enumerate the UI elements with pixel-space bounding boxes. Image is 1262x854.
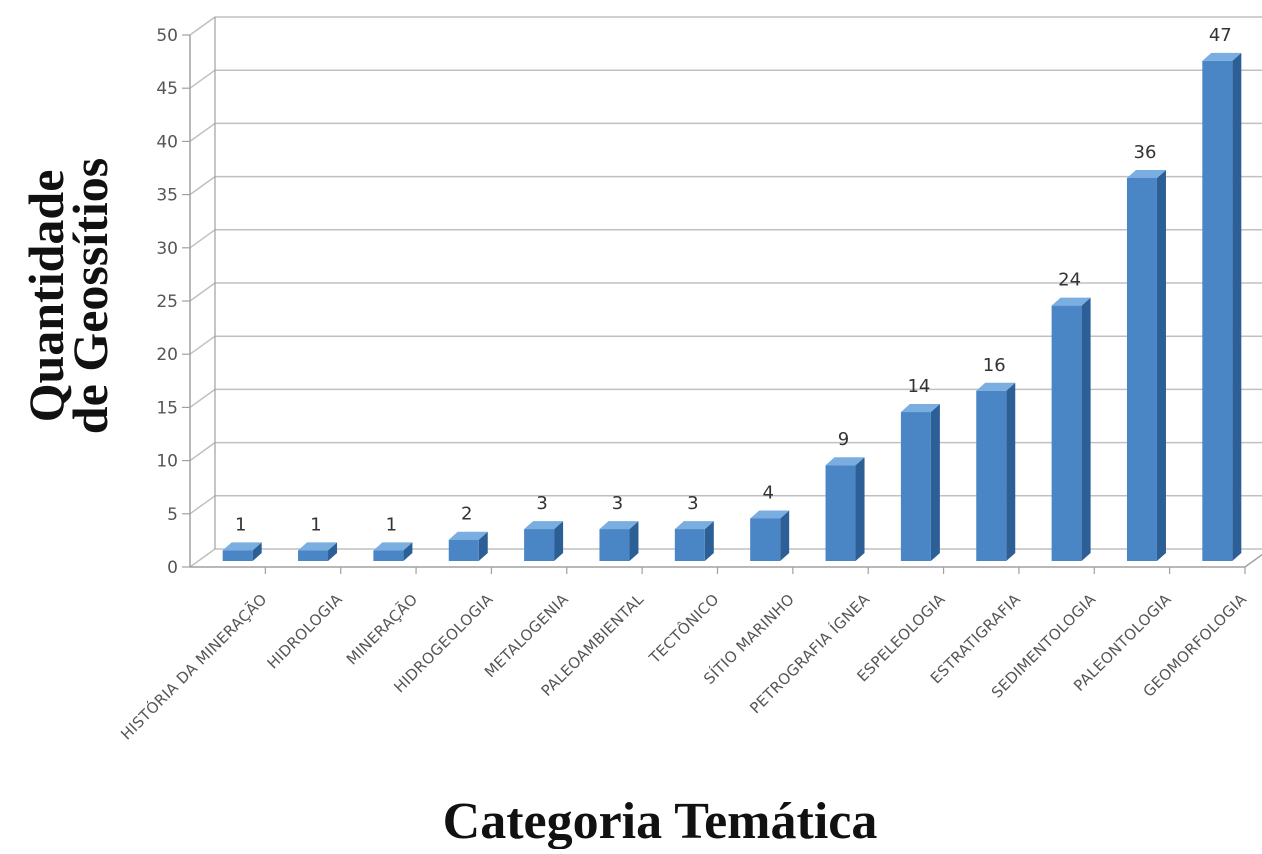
bar-side (328, 542, 338, 561)
bar (976, 390, 1007, 561)
y-axis-label-line-2: de Geossítios (62, 158, 118, 434)
y-tick-label: 10 (156, 452, 178, 472)
data-label: 9 (838, 429, 849, 450)
gridline-depth (189, 388, 216, 409)
y-tick-label: 20 (156, 345, 178, 365)
data-label: 3 (536, 493, 547, 514)
bar-side (1081, 297, 1091, 561)
bar-side (855, 457, 865, 561)
x-tick-labels: HISTÓRIA DA MINERAÇÃOHIDROLOGIAMINERAÇÃO… (116, 589, 1250, 743)
data-label: 4 (762, 482, 773, 503)
data-label: 36 (1134, 142, 1157, 163)
gridline-depth (189, 229, 216, 249)
y-tick-label: 40 (156, 132, 178, 152)
bar-top (976, 382, 1016, 391)
bar (599, 529, 630, 561)
data-label: 16 (983, 355, 1006, 376)
bar-top (1126, 169, 1166, 178)
data-label: 24 (1058, 270, 1081, 291)
bar (524, 529, 555, 561)
bar (1051, 305, 1082, 561)
bar-side (252, 542, 262, 561)
y-tick-label: 0 (167, 558, 178, 578)
data-label: 3 (687, 493, 698, 514)
bar (750, 518, 781, 561)
bar-top (298, 542, 338, 551)
bar (674, 529, 705, 561)
y-tick-label: 25 (156, 292, 178, 312)
bar (298, 550, 329, 561)
data-label: 1 (235, 514, 246, 535)
bar-top (825, 457, 865, 466)
data-labels: 1 1 1 2 3 3 3 4 9 14 16 24 36 47 (235, 25, 1232, 535)
bar-side (1156, 169, 1166, 561)
data-label: 1 (310, 514, 321, 535)
bar-top (674, 521, 714, 530)
x-axis-label: Categoria Temática (443, 793, 878, 849)
bar (900, 412, 931, 561)
y-tick-label: 50 (156, 26, 178, 46)
bar-top (1051, 297, 1091, 306)
y-tick-label: 5 (167, 505, 178, 525)
bar-top (524, 521, 564, 530)
bar (825, 465, 856, 561)
gridline-depth (189, 495, 216, 515)
data-label: 14 (907, 376, 930, 397)
bar-side (704, 521, 714, 561)
x-tick-label: HIDROLOGIA (264, 590, 347, 673)
bar-top (750, 510, 790, 519)
gridline-depth (189, 122, 216, 143)
bar-top (599, 521, 639, 530)
bar-side (478, 531, 488, 561)
bar (1126, 177, 1157, 561)
x-tick-label: HISTÓRIA DA MINERAÇÃO (116, 589, 270, 743)
x-tick-label: PETROGRAFIA ÍGNEA (746, 589, 874, 717)
bar-top (448, 531, 488, 540)
x-axis-line (190, 553, 1262, 568)
y-tick-label: 15 (156, 398, 178, 418)
bar-top (900, 404, 940, 413)
bar-side (1006, 382, 1016, 561)
y-tick-label: 35 (156, 186, 178, 206)
grid-layer (182, 16, 1262, 574)
gridline-depth (189, 441, 216, 462)
y-tick-labels: 0 5 10 15 20 25 30 35 40 45 50 (156, 26, 178, 578)
bar-side (403, 542, 413, 561)
bar (448, 539, 479, 561)
gridline-depth (189, 16, 216, 36)
bar (373, 550, 404, 561)
bars (222, 52, 1242, 562)
bar-top (1202, 52, 1242, 61)
data-label: 2 (461, 504, 472, 525)
bar (1202, 60, 1233, 562)
bar-side (1232, 52, 1242, 562)
data-label: 47 (1209, 25, 1232, 46)
gridline-depth (189, 335, 216, 355)
gridline-depth (189, 175, 216, 196)
x-tick-label: MINERAÇÃO (342, 589, 421, 668)
bar-side (930, 404, 940, 561)
y-tick-label: 45 (156, 79, 178, 99)
bar-side (554, 521, 564, 561)
bar-side (780, 510, 790, 561)
bar-top (373, 542, 413, 551)
bar (222, 550, 253, 561)
y-axis-label-line-1: Quantidade (18, 170, 74, 423)
data-label: 1 (386, 514, 397, 535)
gridline-depth (189, 282, 216, 302)
gridline-depth (189, 548, 216, 568)
data-label: 3 (612, 493, 623, 514)
y-tick-label: 30 (156, 239, 178, 259)
bar-side (629, 521, 639, 561)
bar-top (222, 542, 262, 551)
x-tick-label: TECTÔNICO (644, 589, 722, 667)
gridline-depth (189, 69, 216, 89)
